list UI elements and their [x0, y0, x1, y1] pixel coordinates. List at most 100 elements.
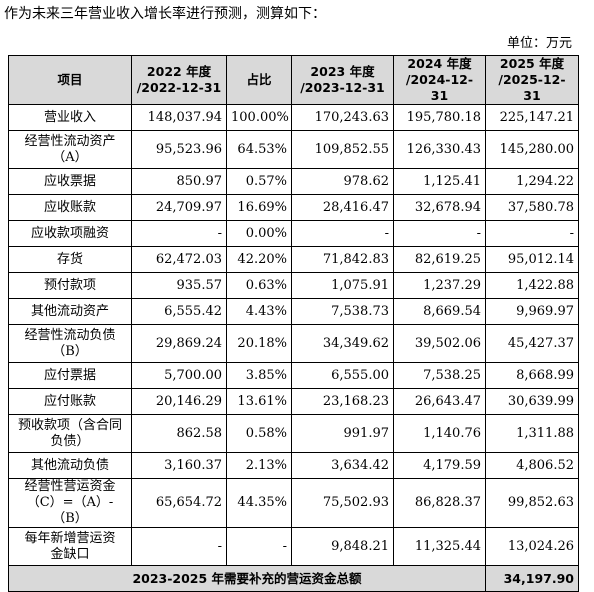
row-label: 营业收入	[8, 104, 132, 131]
value-2025: 8,668.99	[485, 362, 579, 389]
value-2025: 13,024.26	[485, 527, 579, 566]
value-2022: 29,869.24	[131, 324, 227, 363]
value-2023: 1,075.91	[291, 272, 394, 299]
value-ratio: 0.00%	[226, 220, 292, 247]
value-2023: 28,416.47	[291, 194, 394, 221]
value-ratio: 4.43%	[226, 298, 292, 325]
value-2024: 7,538.25	[393, 362, 486, 389]
value-2023: 109,852.55	[291, 130, 394, 169]
value-2022: 935.57	[131, 272, 227, 299]
value-2024: 8,669.54	[393, 298, 486, 325]
value-2024: 126,330.43	[393, 130, 486, 169]
value-2024: -	[393, 220, 486, 247]
table-row: 应收账款 24,709.97 16.69% 28,416.47 32,678.94 37,…	[8, 194, 579, 221]
value-2024: 195,780.18	[393, 104, 486, 131]
value-ratio: 0.58%	[226, 414, 292, 453]
value-2024: 1,237.29	[393, 272, 486, 299]
total-label: 2023-2025 年需要补充的营运资金总额	[8, 565, 486, 592]
value-2022: 3,160.37	[131, 452, 227, 479]
value-2024: 82,619.25	[393, 246, 486, 273]
header-2023: 2023 年度 /2023-12-31	[291, 55, 394, 105]
row-label: 存货	[8, 246, 132, 273]
value-2022: 148,037.94	[131, 104, 227, 131]
row-label: 其他流动负债	[8, 452, 132, 479]
value-2022: -	[131, 527, 227, 566]
value-ratio: 0.57%	[226, 168, 292, 195]
table-row: 其他流动资产 6,555.42 4.43% 7,538.73 8,669.54 9,969…	[8, 298, 579, 325]
value-2023: 991.97	[291, 414, 394, 453]
table-row: 应收票据 850.97 0.57% 978.62 1,125.41 1,294.22	[8, 168, 579, 195]
row-label: 预付款项	[8, 272, 132, 299]
value-2023: 170,243.63	[291, 104, 394, 131]
row-label: 应付票据	[8, 362, 132, 389]
value-2022: 65,654.72	[131, 478, 227, 528]
value-2024: 32,678.94	[393, 194, 486, 221]
value-2025: 45,427.37	[485, 324, 579, 363]
row-label: 应收票据	[8, 168, 132, 195]
value-ratio: 16.69%	[226, 194, 292, 221]
value-ratio: 13.61%	[226, 388, 292, 415]
value-2025: 95,012.14	[485, 246, 579, 273]
value-2022: 20,146.29	[131, 388, 227, 415]
value-ratio: 2.13%	[226, 452, 292, 479]
value-2025: 145,280.00	[485, 130, 579, 169]
value-ratio: -	[226, 527, 292, 566]
value-ratio: 44.35%	[226, 478, 292, 528]
table-row: 预付款项 935.57 0.63% 1,075.91 1,237.29 1,422.88	[8, 272, 579, 299]
table-row: 经营性营运资金 （C）=（A）-（B） 65,654.72 44.35% 75,502.…	[8, 478, 579, 528]
value-2025: 4,806.52	[485, 452, 579, 479]
header-2024: 2024 年度 /2024-12-31	[393, 55, 486, 105]
value-2025: 1,422.88	[485, 272, 579, 299]
working-capital-table: 项目 2022 年度 /2022-12-31 占比 2023 年度 /2023-…	[8, 55, 579, 592]
table-row: 营业收入 148,037.94 100.00% 170,243.63 195,780.1…	[8, 104, 579, 131]
table-row: 应付账款 20,146.29 13.61% 23,168.23 26,643.47 30,…	[8, 388, 579, 415]
value-2023: 34,349.62	[291, 324, 394, 363]
table-row: 应付票据 5,700.00 3.85% 6,555.00 7,538.25 8,668.9…	[8, 362, 579, 389]
total-row: 2023-2025 年需要补充的营运资金总额 34,197.90	[8, 565, 579, 592]
value-2024: 1,140.76	[393, 414, 486, 453]
row-label: 每年新增营运资 金缺口	[8, 527, 132, 566]
value-2025: 1,311.88	[485, 414, 579, 453]
total-value: 34,197.90	[485, 565, 579, 592]
value-ratio: 0.63%	[226, 272, 292, 299]
value-2022: 24,709.97	[131, 194, 227, 221]
value-2022: 862.58	[131, 414, 227, 453]
value-2024: 11,325.44	[393, 527, 486, 566]
value-ratio: 100.00%	[226, 104, 292, 131]
value-ratio: 64.53%	[226, 130, 292, 169]
value-2025: 9,969.97	[485, 298, 579, 325]
value-2023: 6,555.00	[291, 362, 394, 389]
row-label: 经营性营运资金 （C）=（A）-（B）	[8, 478, 132, 528]
value-2022: 62,472.03	[131, 246, 227, 273]
value-2023: 7,538.73	[291, 298, 394, 325]
value-2023: 75,502.93	[291, 478, 394, 528]
value-ratio: 42.20%	[226, 246, 292, 273]
value-2024: 86,828.37	[393, 478, 486, 528]
value-ratio: 3.85%	[226, 362, 292, 389]
value-2022: -	[131, 220, 227, 247]
row-label: 经营性流动负债 （B）	[8, 324, 132, 363]
header-item: 项目	[8, 55, 132, 105]
value-2025: 99,852.63	[485, 478, 579, 528]
value-2024: 4,179.59	[393, 452, 486, 479]
value-2023: 9,848.21	[291, 527, 394, 566]
row-label: 其他流动资产	[8, 298, 132, 325]
table-row: 预收款项（含合同 负债） 862.58 0.58% 991.97 1,140.76 1,31…	[8, 414, 579, 453]
table-row: 其他流动负债 3,160.37 2.13% 3,634.42 4,179.59 4,806…	[8, 452, 579, 479]
value-2025: 1,294.22	[485, 168, 579, 195]
unit-label: 单位：万元	[506, 36, 572, 51]
table-row: 存货 62,472.03 42.20% 71,842.83 82,619.25 95,01…	[8, 246, 579, 273]
header-ratio: 占比	[226, 55, 292, 105]
value-2023: 71,842.83	[291, 246, 394, 273]
row-label: 应收款项融资	[8, 220, 132, 247]
value-2024: 1,125.41	[393, 168, 486, 195]
intro-text: 作为未来三年营业收入增长率进行预测，测算如下：	[4, 6, 326, 22]
table-body: 营业收入 148,037.94 100.00% 170,243.63 195,780.1…	[8, 104, 579, 566]
value-ratio: 20.18%	[226, 324, 292, 363]
table-row: 应收款项融资 -0.00% - - -	[8, 220, 579, 247]
table-header-row: 项目 2022 年度 /2022-12-31 占比 2023 年度 /2023-…	[8, 55, 579, 105]
header-2022: 2022 年度 /2022-12-31	[131, 55, 227, 105]
value-2022: 6,555.42	[131, 298, 227, 325]
value-2024: 39,502.06	[393, 324, 486, 363]
header-2025: 2025 年度 /2025-12-31	[485, 55, 579, 105]
